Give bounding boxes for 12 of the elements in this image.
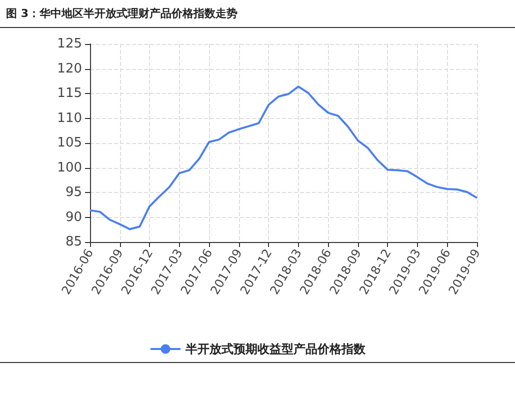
y-tick-label: 115	[57, 86, 82, 101]
y-tick-label: 120	[57, 61, 82, 76]
y-tick-label: 95	[65, 185, 82, 200]
chart-title: 图 3：华中地区半开放式理财产品价格指数走势	[6, 6, 238, 21]
line-series	[89, 86, 478, 230]
y-tick-label: 110	[57, 110, 82, 126]
y-tick-label: 100	[57, 160, 82, 176]
legend-label: 半开放式预期收益型产品价格指数	[184, 342, 366, 356]
y-tick-label: 90	[65, 210, 82, 225]
y-tick-label: 125	[57, 36, 82, 52]
y-tick-label: 105	[57, 136, 82, 150]
y-tick-label: 85	[65, 234, 82, 250]
